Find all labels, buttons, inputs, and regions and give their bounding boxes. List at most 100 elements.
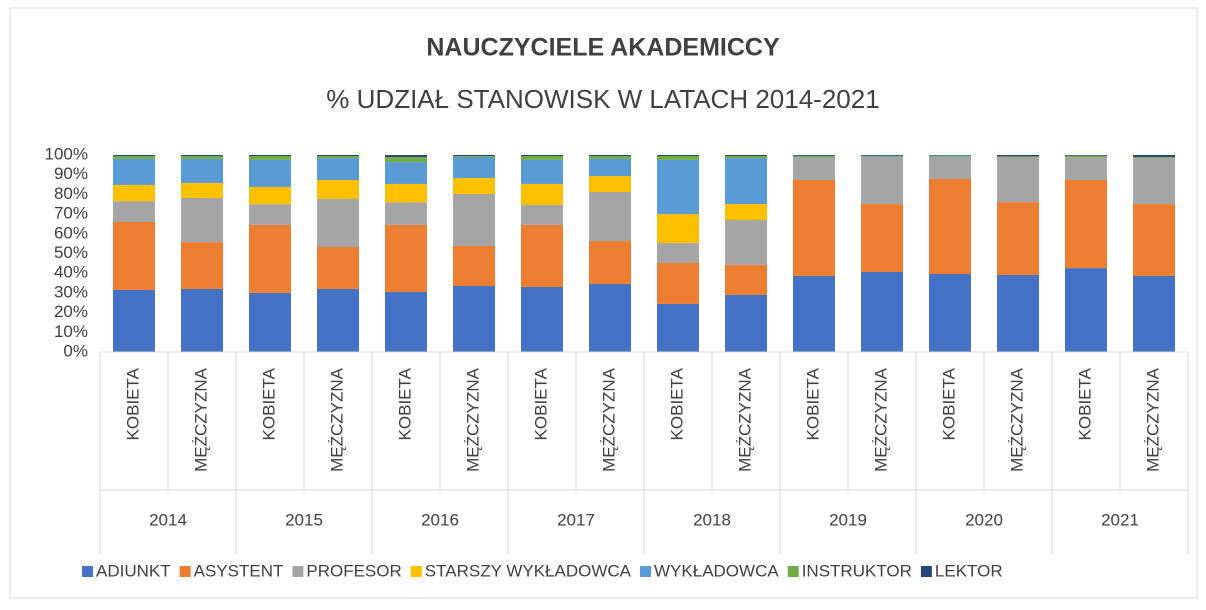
bar-segment	[521, 184, 563, 205]
bar-segment	[997, 156, 1039, 157]
x-tick-label: MĘŻCZYZNA	[1143, 367, 1162, 472]
legend-swatch	[180, 566, 191, 577]
x-tick-label: KOBIETA	[939, 367, 958, 440]
bar-segment	[997, 275, 1039, 352]
bar-segment	[589, 159, 631, 176]
bar-segment	[1133, 276, 1175, 352]
bar-segment	[385, 162, 427, 184]
bar-segment	[589, 176, 631, 192]
bar-segment	[113, 222, 155, 290]
bar-segment	[453, 286, 495, 352]
bar-segment	[453, 246, 495, 286]
bar-segment	[657, 214, 699, 243]
bar-segment	[997, 202, 1039, 275]
legend-label: ADIUNKT	[96, 561, 171, 580]
bar-segment	[181, 198, 223, 242]
x-tick-label: KOBIETA	[803, 367, 822, 440]
legend-swatch	[788, 566, 799, 577]
bar-segment	[793, 155, 835, 156]
y-tick-label: 40%	[54, 263, 88, 282]
bar-segment	[725, 158, 767, 204]
bar-segment	[793, 158, 835, 180]
bar-segment	[385, 155, 427, 157]
legend-label: STARSZY WYKŁADOWCA	[425, 561, 632, 580]
x-group-label: 2018	[693, 510, 731, 529]
bar-segment	[453, 155, 495, 156]
legend-swatch	[411, 566, 422, 577]
bar-segment	[1133, 155, 1175, 157]
bar-segment	[113, 185, 155, 201]
bar-segment	[249, 156, 291, 160]
bar-segment	[113, 155, 155, 156]
legend-label: INSTRUKTOR	[802, 561, 912, 580]
bar-segment	[521, 287, 563, 352]
bar-segment	[521, 156, 563, 160]
bar-segment	[929, 156, 971, 157]
x-tick-label: KOBIETA	[123, 367, 142, 440]
bar-segment	[385, 292, 427, 352]
bar-segment	[861, 157, 903, 204]
bar-segment	[589, 156, 631, 159]
bar-segment	[317, 158, 359, 180]
bar-segment	[861, 155, 903, 156]
y-tick-label: 80%	[54, 184, 88, 203]
legend-swatch	[292, 566, 303, 577]
x-tick-label: MĘŻCZYZNA	[599, 367, 618, 472]
bar-segment	[521, 205, 563, 225]
y-tick-label: 0%	[63, 341, 88, 360]
bar-segment	[725, 220, 767, 265]
y-tick-label: 60%	[54, 223, 88, 242]
bar-segment	[1065, 180, 1107, 268]
bar-segment	[521, 155, 563, 156]
legend-swatch	[640, 566, 651, 577]
bar-segment	[725, 155, 767, 156]
bar-segment	[725, 204, 767, 220]
x-group-label: 2014	[149, 510, 187, 529]
bar-segment	[249, 187, 291, 204]
bar-segment	[249, 293, 291, 352]
bar-segment	[793, 156, 835, 158]
legend-swatch	[921, 566, 932, 577]
x-tick-label: MĘŻCZYZNA	[871, 367, 890, 472]
legend-label: LEKTOR	[935, 561, 1003, 580]
bar-segment	[181, 155, 223, 156]
bar-segment	[317, 155, 359, 156]
y-tick-label: 30%	[54, 282, 88, 301]
bar-segment	[725, 295, 767, 352]
x-group-label: 2019	[829, 510, 867, 529]
y-tick-label: 10%	[54, 322, 88, 341]
bar-segment	[249, 160, 291, 187]
bar-segment	[453, 157, 495, 178]
bar-segment	[385, 184, 427, 202]
chart-subtitle: % UDZIAŁ STANOWISK W LATACH 2014-2021	[326, 84, 879, 114]
bar-segment	[317, 180, 359, 199]
bar-segment	[385, 202, 427, 225]
bar-segment	[249, 225, 291, 293]
bar-segment	[657, 243, 699, 263]
bar-segment	[929, 274, 971, 352]
bar-segment	[861, 156, 903, 157]
bar-segment	[725, 156, 767, 158]
bar-segment	[521, 225, 563, 287]
bar-segment	[1133, 204, 1175, 276]
bar-segment	[589, 241, 631, 284]
legend-label: WYKŁADOWCA	[654, 561, 779, 580]
legend-label: PROFESOR	[306, 561, 401, 580]
bar-segment	[453, 156, 495, 157]
x-tick-label: KOBIETA	[259, 367, 278, 440]
bar-segment	[521, 160, 563, 184]
x-tick-label: KOBIETA	[667, 367, 686, 440]
bar-segment	[113, 156, 155, 159]
bar-segment	[385, 157, 427, 162]
x-tick-label: KOBIETA	[531, 367, 550, 440]
bar-segment	[113, 201, 155, 222]
bar-segment	[181, 242, 223, 289]
bar-segment	[861, 204, 903, 272]
bar-segment	[385, 225, 427, 292]
x-group-label: 2020	[965, 510, 1003, 529]
bar-segment	[1065, 156, 1107, 157]
x-tick-label: KOBIETA	[395, 367, 414, 440]
bar-segment	[113, 290, 155, 352]
bar-segment	[1065, 268, 1107, 352]
bar-segment	[1065, 157, 1107, 180]
